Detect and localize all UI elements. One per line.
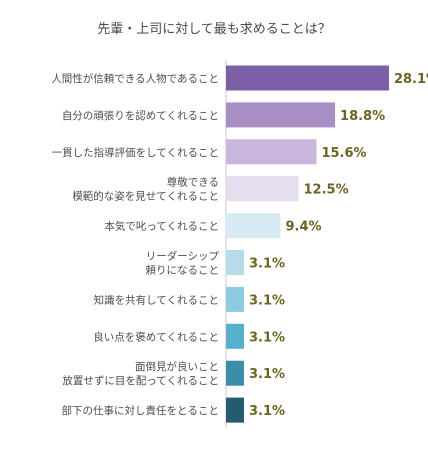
category-label-2: 自分の頑張りを認めてくれること xyxy=(62,109,219,122)
bar-6 xyxy=(226,250,244,275)
value-label-1: 28.1% xyxy=(394,72,428,87)
category-label-8: 良い点を褒めてくれること xyxy=(93,330,219,343)
value-label-2: 18.8% xyxy=(340,109,385,124)
category-label-7: 知識を共有してくれること xyxy=(94,293,219,306)
value-label-8: 3.1% xyxy=(249,330,285,345)
category-label-4: 尊敬できる模範的な姿を見せてくれること xyxy=(72,176,219,203)
category-label-1: 人間性が信頼できる人物であること xyxy=(51,72,219,85)
bar-9 xyxy=(226,360,244,386)
bar-2 xyxy=(226,102,336,128)
bar-8 xyxy=(226,323,244,349)
bar-5 xyxy=(226,213,281,239)
bar-1 xyxy=(226,65,389,91)
value-label-5: 9.4% xyxy=(286,220,322,235)
value-label-6: 3.1% xyxy=(249,257,285,272)
category-label-9: 面倒見が良いこと放置せずに目を配ってくれること xyxy=(62,360,219,387)
value-label-7: 3.1% xyxy=(249,293,285,308)
value-label-4: 12.5% xyxy=(304,183,349,198)
bar-10 xyxy=(226,397,244,423)
value-label-10: 3.1% xyxy=(249,404,285,419)
bar-7 xyxy=(226,286,244,312)
bar-4 xyxy=(226,176,299,202)
category-label-6: リーダーシップ頼りになること xyxy=(146,250,220,277)
bar-3 xyxy=(226,139,317,165)
category-label-5: 本気で叱ってくれること xyxy=(104,220,219,233)
value-label-9: 3.1% xyxy=(249,367,285,382)
category-label-10: 部下の仕事に対し責任をとること xyxy=(62,404,220,417)
category-label-3: 一貫した指導評価をしてくれること xyxy=(52,146,219,159)
chart-title: 先輩・上司に対して最も求めることは？ xyxy=(97,22,331,37)
value-label-3: 15.6% xyxy=(321,146,366,161)
